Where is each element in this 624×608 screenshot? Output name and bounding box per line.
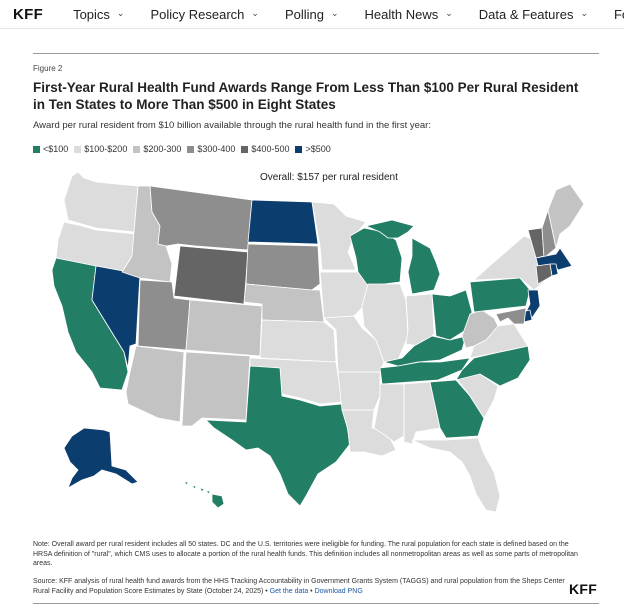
legend-item-lt100: <$100	[33, 144, 68, 154]
figure-subtitle: Award per rural resident from $10 billio…	[33, 120, 431, 131]
legend-label: $400-500	[251, 144, 290, 154]
legend-swatch	[133, 145, 141, 153]
kff-logo[interactable]: KFF	[13, 5, 44, 23]
figure-source: Source: KFF analysis of rural health fun…	[33, 577, 568, 596]
state-mt[interactable]	[149, 185, 253, 251]
state-co[interactable]	[185, 299, 263, 357]
legend-label: <$100	[43, 144, 69, 154]
state-az[interactable]	[125, 345, 185, 423]
nav-polling[interactable]: Polling ⌄	[285, 7, 339, 22]
state-ar[interactable]	[337, 371, 381, 411]
chevron-down-icon: ⌄	[330, 7, 339, 18]
state-la[interactable]	[341, 409, 397, 457]
state-me[interactable]	[547, 183, 585, 249]
figure-note: Note: Overall award per rural resident i…	[33, 541, 578, 567]
legend-item-200-300: $200-300	[133, 144, 181, 154]
state-nm[interactable]	[181, 351, 251, 427]
nav-polling-label: Polling	[284, 6, 324, 22]
legend-label: $200-300	[143, 144, 182, 154]
state-pa[interactable]	[469, 277, 531, 313]
legend-item-300-400: $300-400	[187, 144, 235, 154]
legend-item-400-500: $400-500	[241, 144, 289, 154]
get-the-data-link[interactable]: Get the data	[269, 587, 309, 595]
legend-label: >$500	[305, 144, 331, 154]
legend-label: $100-$200	[84, 144, 128, 154]
legend-label: $300-400	[197, 144, 236, 154]
figure-top-rule	[33, 53, 599, 54]
state-mn[interactable]	[311, 201, 367, 271]
nav-for-label: For	[613, 6, 624, 22]
figure-title: First-Year Rural Health Fund Awards Rang…	[33, 80, 579, 112]
download-png-link[interactable]: Download PNG	[314, 587, 363, 595]
state-wi[interactable]	[349, 227, 403, 287]
state-ks[interactable]	[259, 319, 337, 363]
chevron-down-icon: ⌄	[251, 7, 259, 18]
state-nv[interactable]	[91, 265, 141, 369]
figure-label: Figure 2	[33, 64, 63, 73]
chevron-down-icon: ⌄	[580, 7, 588, 18]
legend: <$100 $100-$200 $200-300 $300-400 $400-5…	[33, 144, 337, 154]
state-mi[interactable]	[365, 219, 441, 295]
state-sd[interactable]	[245, 243, 321, 291]
state-tn[interactable]	[379, 357, 471, 385]
legend-swatch	[33, 145, 40, 153]
nav-topics-label: Topics	[73, 6, 110, 22]
top-navigation: KFF Topics ⌄ Policy Research ⌄ Polling ⌄ He…	[0, 0, 624, 29]
chevron-down-icon: ⌄	[116, 7, 125, 18]
state-wa[interactable]	[63, 171, 139, 233]
nav-policy-research[interactable]: Policy Research ⌄	[150, 7, 258, 22]
overall-label: Overall: $157 per rural resident	[260, 172, 398, 183]
legend-item-100-200: $100-$200	[74, 144, 127, 154]
nav-for[interactable]: For	[614, 7, 624, 22]
nav-data-features-label: Data & Features	[478, 6, 574, 22]
state-nd[interactable]	[247, 199, 319, 245]
state-ga[interactable]	[429, 379, 485, 439]
state-md[interactable]	[495, 307, 527, 325]
state-ct[interactable]	[535, 263, 553, 285]
nav-data-features[interactable]: Data & Features ⌄	[479, 7, 588, 22]
nav-policy-research-label: Policy Research	[150, 6, 245, 22]
nav-health-news[interactable]: Health News ⌄	[365, 7, 453, 22]
state-hi[interactable]	[183, 481, 225, 509]
state-wv[interactable]	[461, 309, 499, 349]
state-ak[interactable]	[63, 427, 139, 489]
legend-swatch	[241, 145, 249, 153]
state-wy[interactable]	[173, 245, 249, 305]
legend-swatch	[74, 145, 82, 153]
source-text: Source: KFF analysis of rural health fun…	[33, 578, 565, 595]
state-tx[interactable]	[205, 365, 351, 507]
nav-health-news-label: Health News	[364, 6, 439, 22]
legend-swatch	[187, 145, 195, 153]
legend-swatch	[295, 145, 303, 153]
kff-footer-logo: KFF	[569, 581, 598, 597]
state-ia[interactable]	[319, 271, 369, 319]
figure-bottom-rule	[33, 603, 599, 604]
source-separator: •	[308, 587, 315, 595]
legend-item-gt500: >$500	[295, 144, 331, 154]
chevron-down-icon: ⌄	[445, 7, 453, 18]
state-fl[interactable]	[411, 437, 501, 513]
nav-topics[interactable]: Topics ⌄	[73, 7, 124, 22]
